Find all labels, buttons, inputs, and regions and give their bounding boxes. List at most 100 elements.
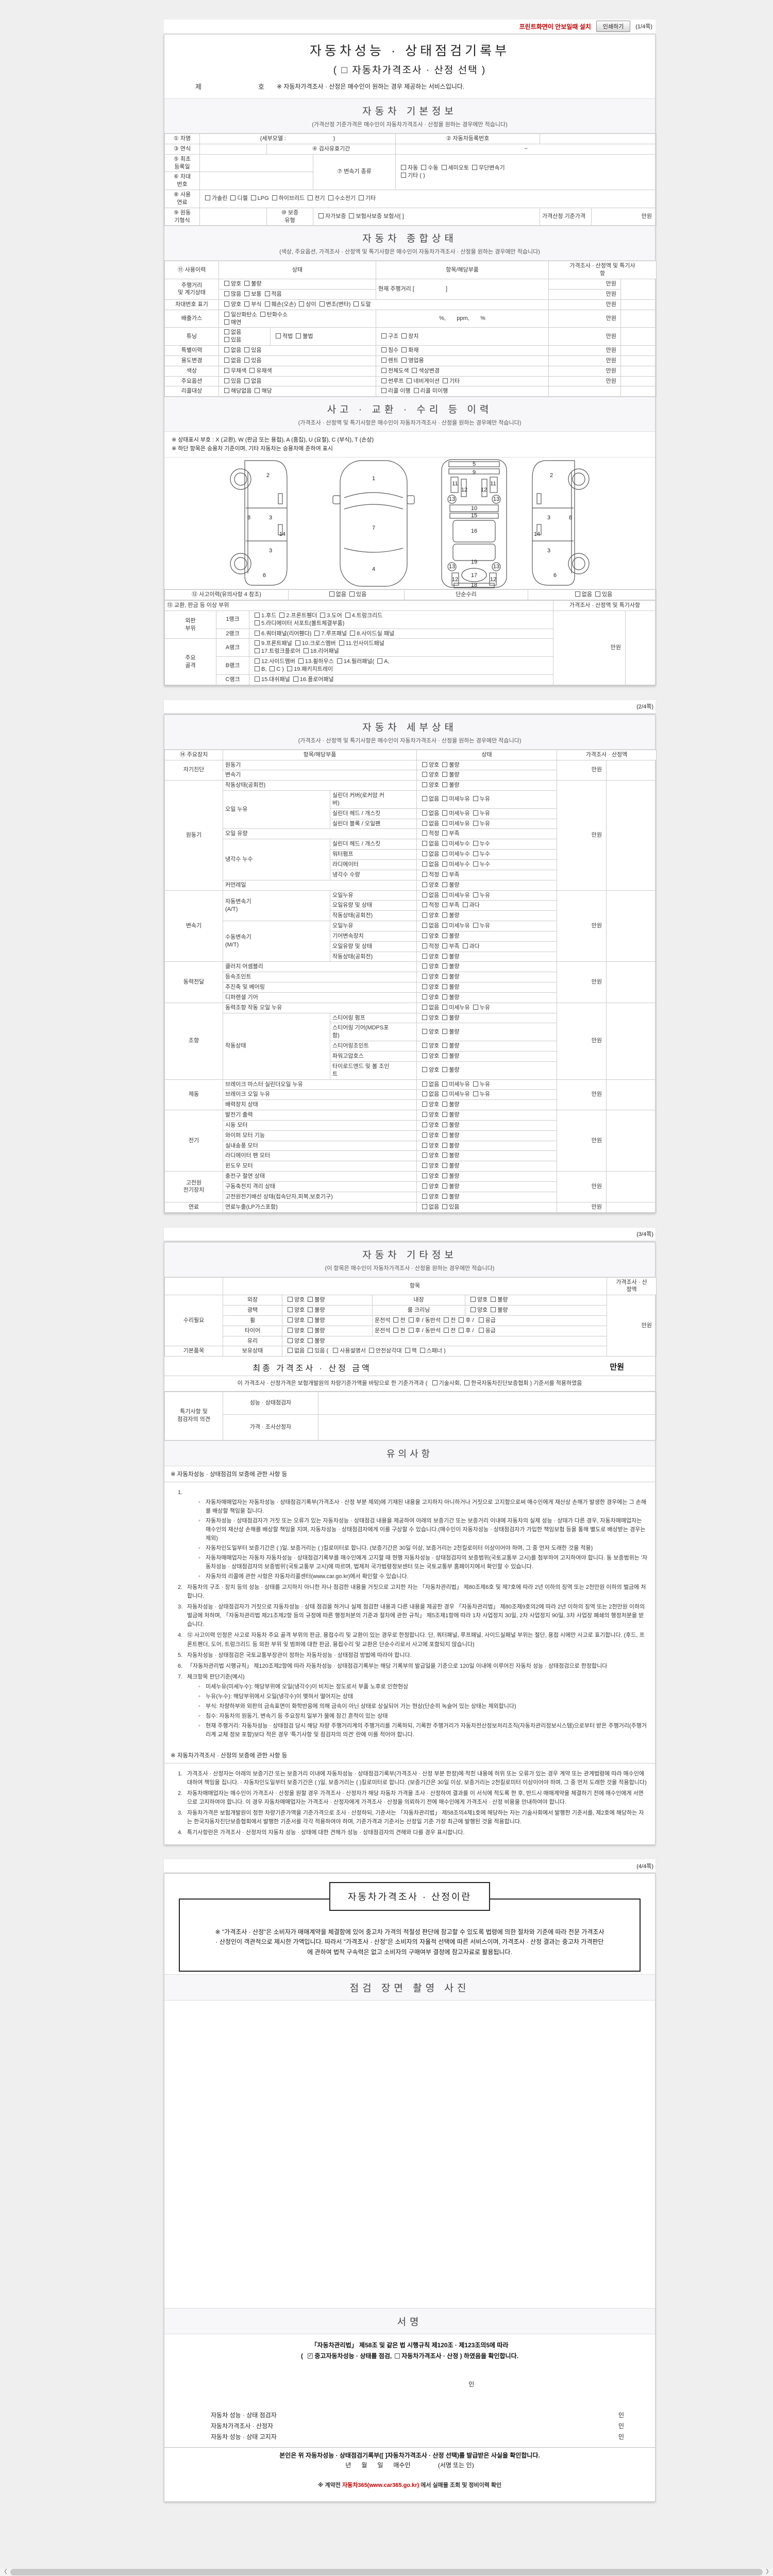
checkbox[interactable] (349, 213, 355, 219)
checkbox[interactable] (442, 1163, 448, 1168)
checkbox[interactable] (272, 195, 277, 201)
checkbox[interactable] (442, 953, 448, 959)
checkbox[interactable] (422, 943, 427, 948)
checkbox[interactable] (401, 172, 407, 178)
checkbox[interactable] (298, 658, 304, 664)
checkbox[interactable] (422, 1142, 427, 1148)
checkbox[interactable] (442, 820, 448, 826)
checkbox[interactable] (432, 1380, 438, 1386)
checkbox[interactable] (255, 630, 260, 636)
checkbox[interactable] (299, 301, 305, 307)
checkbox[interactable] (442, 1101, 448, 1107)
checkbox[interactable] (442, 761, 448, 767)
checkbox[interactable] (224, 281, 229, 286)
checkbox[interactable] (422, 1112, 427, 1117)
checkbox[interactable] (422, 831, 427, 836)
checkbox[interactable] (381, 347, 386, 353)
checkbox[interactable] (464, 1380, 470, 1386)
checkbox[interactable] (442, 1173, 448, 1179)
checkbox[interactable] (442, 892, 448, 897)
checkbox[interactable] (288, 1307, 293, 1313)
checkbox[interactable] (255, 648, 260, 654)
checkbox[interactable] (329, 591, 334, 597)
checkbox[interactable] (393, 1327, 399, 1333)
checkbox[interactable] (442, 1067, 448, 1073)
checkbox[interactable] (421, 165, 427, 171)
scroll-right-arrow-icon[interactable]: 〉 (765, 2568, 773, 2576)
checkbox[interactable] (473, 892, 478, 897)
checkbox[interactable] (473, 810, 478, 816)
checkbox[interactable] (407, 378, 412, 383)
print-button[interactable]: 인쇄하기 (596, 21, 631, 32)
checkbox[interactable] (288, 1348, 293, 1353)
checkbox[interactable] (377, 658, 383, 664)
checkbox[interactable] (288, 1337, 293, 1343)
checkbox[interactable] (319, 301, 325, 307)
checkbox[interactable] (442, 810, 448, 816)
checkbox[interactable] (473, 796, 478, 802)
checkbox[interactable] (422, 1173, 427, 1179)
checkbox[interactable] (478, 1327, 484, 1333)
checkbox[interactable] (308, 1337, 313, 1343)
checkbox[interactable] (328, 195, 333, 201)
checkbox[interactable] (422, 1122, 427, 1127)
checkbox[interactable] (318, 213, 324, 219)
checkbox[interactable] (442, 933, 448, 938)
checkbox[interactable] (422, 761, 427, 767)
checkbox[interactable] (442, 871, 448, 877)
checkbox[interactable] (308, 195, 313, 201)
checkbox[interactable] (345, 612, 350, 618)
checkbox[interactable] (472, 165, 477, 171)
checkbox[interactable] (442, 861, 448, 867)
checkbox[interactable] (349, 591, 355, 597)
checkbox[interactable] (422, 1028, 427, 1034)
checkbox[interactable] (381, 378, 386, 383)
checkbox[interactable] (422, 810, 427, 816)
checkbox[interactable] (381, 367, 386, 373)
checkbox[interactable] (249, 367, 255, 373)
checkbox[interactable] (422, 1067, 427, 1073)
checkbox[interactable] (260, 311, 265, 317)
checkbox[interactable] (422, 974, 427, 979)
checkbox[interactable] (442, 974, 448, 979)
checkbox[interactable] (422, 953, 427, 959)
checkbox[interactable] (308, 1348, 313, 1353)
checkbox[interactable] (422, 1081, 427, 1087)
checkbox[interactable] (333, 1348, 339, 1353)
checkbox[interactable] (442, 994, 448, 999)
checkbox[interactable] (255, 620, 260, 625)
checkbox[interactable] (595, 591, 600, 597)
checkbox[interactable] (444, 1327, 449, 1333)
checkbox[interactable] (401, 347, 407, 353)
checkbox[interactable] (401, 333, 407, 338)
checkbox[interactable] (442, 782, 448, 788)
checkbox[interactable] (205, 195, 210, 201)
checkbox[interactable] (255, 388, 260, 394)
checkbox[interactable] (442, 1122, 448, 1127)
checkbox[interactable] (459, 1327, 464, 1333)
checkbox[interactable] (244, 281, 250, 286)
checkbox[interactable] (368, 1348, 374, 1353)
checkbox[interactable] (442, 1193, 448, 1199)
checkbox[interactable] (422, 1091, 427, 1097)
checkbox[interactable] (575, 591, 580, 597)
checkbox[interactable] (442, 1028, 448, 1034)
checkbox[interactable] (442, 1081, 448, 1087)
checkbox[interactable] (459, 1317, 464, 1323)
checkbox[interactable] (308, 1307, 313, 1313)
checkbox[interactable] (442, 1053, 448, 1058)
checkbox[interactable] (491, 1297, 496, 1302)
checkbox[interactable] (442, 378, 448, 383)
checkbox[interactable] (405, 1348, 410, 1353)
checkbox[interactable] (320, 612, 326, 618)
checkbox[interactable] (473, 1004, 478, 1010)
checkbox[interactable] (381, 333, 386, 338)
checkbox[interactable] (462, 943, 468, 948)
checkbox[interactable] (442, 841, 448, 846)
checkbox[interactable] (422, 1153, 427, 1158)
checkbox[interactable] (255, 612, 260, 618)
checkbox[interactable] (224, 357, 229, 363)
checkbox[interactable] (224, 301, 229, 307)
checkbox[interactable] (304, 648, 309, 654)
checkbox[interactable] (442, 1043, 448, 1048)
